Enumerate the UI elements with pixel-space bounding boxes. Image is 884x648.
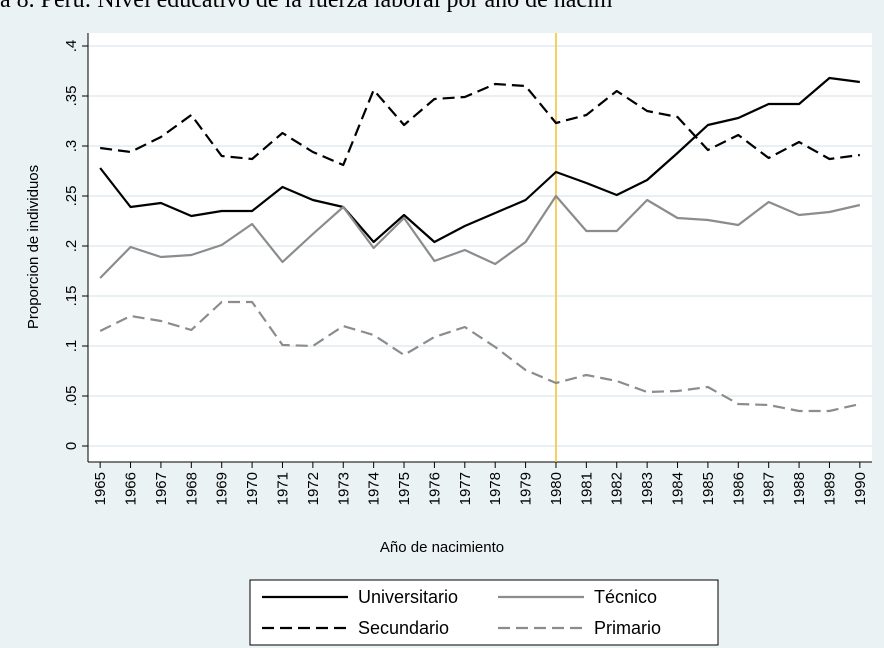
x-tick-label: 1988 bbox=[791, 472, 808, 505]
y-tick-label: 0 bbox=[63, 442, 80, 450]
x-tick-label: 1983 bbox=[639, 472, 656, 505]
x-tick-label: 1979 bbox=[518, 472, 535, 505]
x-tick-label: 1966 bbox=[123, 472, 140, 505]
x-tick-label: 1984 bbox=[670, 472, 687, 505]
x-axis-title: Año de nacimiento bbox=[380, 539, 504, 556]
x-tick-label: 1980 bbox=[548, 472, 565, 505]
series-line bbox=[100, 82, 860, 167]
x-tick-label: 1969 bbox=[214, 472, 231, 505]
y-tick-label: .4 bbox=[63, 40, 80, 53]
x-tick-label: 1968 bbox=[183, 472, 200, 505]
x-tick-label: 1986 bbox=[730, 472, 747, 505]
y-tick-label: .25 bbox=[63, 186, 80, 207]
x-tick-label: 1978 bbox=[487, 472, 504, 505]
y-tick-label: .1 bbox=[63, 340, 80, 353]
x-tick-label: 1967 bbox=[153, 472, 170, 505]
x-tick-label: 1965 bbox=[92, 472, 109, 505]
y-axis-title: Proporcion de individuos bbox=[25, 165, 42, 329]
x-tick-label: 1975 bbox=[396, 472, 413, 505]
y-tick-label: .15 bbox=[63, 286, 80, 307]
x-tick-label: 1972 bbox=[305, 472, 322, 505]
y-tick-label: .05 bbox=[63, 386, 80, 407]
x-tick-label: 1981 bbox=[578, 472, 595, 505]
legend-label: Secundario bbox=[358, 618, 449, 638]
y-tick-label: .3 bbox=[63, 140, 80, 153]
x-tick-label: 1970 bbox=[244, 472, 261, 505]
x-tick-label: 1977 bbox=[457, 472, 474, 505]
x-tick-label: 1987 bbox=[761, 472, 778, 505]
legend-label: Primario bbox=[594, 618, 661, 638]
x-tick-label: 1985 bbox=[700, 472, 717, 505]
x-tick-label: 1990 bbox=[852, 472, 869, 505]
x-tick-label: 1973 bbox=[335, 472, 352, 505]
x-tick-label: 1989 bbox=[821, 472, 838, 505]
y-tick-label: .2 bbox=[63, 240, 80, 253]
x-tick-label: 1971 bbox=[274, 472, 291, 505]
series-line bbox=[99, 194, 861, 279]
series-line bbox=[99, 300, 861, 413]
chart-title: ra 8. Perú: Nivel educativo de la fuerza… bbox=[0, 0, 613, 13]
legend-label: Técnico bbox=[594, 587, 657, 607]
legend bbox=[249, 579, 719, 646]
legend-label: Universitario bbox=[358, 587, 458, 607]
y-tick-label: .35 bbox=[63, 86, 80, 107]
x-tick-label: 1974 bbox=[366, 472, 383, 505]
x-tick-label: 1976 bbox=[426, 472, 443, 505]
series-line bbox=[99, 76, 860, 244]
x-tick-label: 1982 bbox=[609, 472, 626, 505]
plot-area bbox=[88, 33, 872, 462]
